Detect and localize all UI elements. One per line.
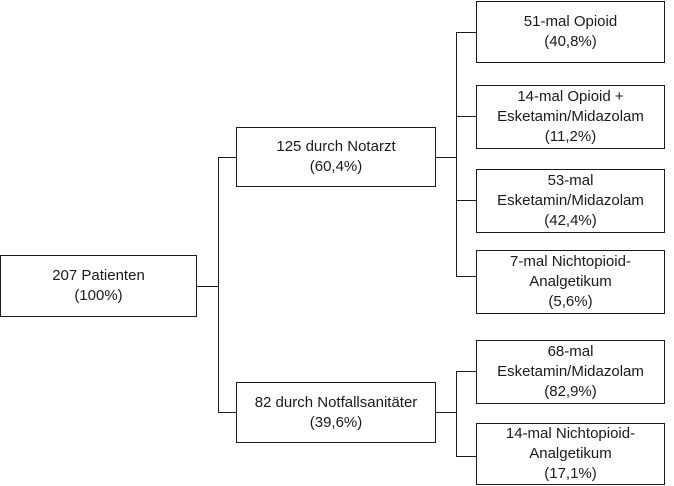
connector-notarzt-child-3 (456, 200, 476, 201)
root-node-percent: (100%) (74, 287, 123, 304)
child-line: (5,6%) (548, 293, 593, 310)
child-line: (82,9%) (544, 383, 597, 400)
connector-notarzt-child-4 (456, 276, 476, 277)
child-line: Analgetikum (529, 445, 612, 462)
sanitaeter-child-node: 68-mal Esketamin/Midazolam (82,9%) (476, 340, 665, 404)
child-line: 7-mal Nichtopioid- (510, 253, 631, 270)
connector-to-notarzt (218, 157, 236, 158)
child-line: Esketamin/Midazolam (497, 363, 644, 380)
notarzt-child-node: 7-mal Nichtopioid- Analgetikum (5,6%) (476, 250, 665, 314)
connector-root-stem (196, 286, 218, 287)
root-node-count: 207 Patienten (52, 267, 145, 284)
notarzt-node-count: 125 durch Notarzt (276, 138, 396, 155)
child-line: 51-mal Opioid (523, 13, 618, 30)
sanitaeter-node-percent: (39,6%) (309, 413, 363, 431)
child-line: (17,1%) (544, 465, 597, 482)
child-line: 68-mal (547, 343, 594, 360)
sanitaeter-node-count: 82 durch Notfallsanitäter (254, 393, 418, 411)
connector-to-sanitaeter (218, 412, 236, 413)
connector-root-trunk (218, 157, 219, 412)
sanitaeter-node: 82 durch Notfallsanitäter (39,6%) (236, 382, 436, 443)
connector-notarzt-stem (435, 157, 456, 158)
notarzt-node: 125 durch Notarzt (60,4%) (236, 127, 436, 187)
root-node: 207 Patienten (100%) (0, 255, 197, 317)
notarzt-child-node: 51-mal Opioid (40,8%) (476, 1, 665, 63)
notarzt-child-node: 14-mal Opioid + Esketamin/Midazolam (11,… (476, 85, 665, 149)
connector-sanitaeter-child-1 (456, 371, 476, 372)
notarzt-child-node: 53-mal Esketamin/Midazolam (42,4%) (476, 169, 665, 233)
connector-sanitaeter-child-2 (456, 456, 476, 457)
connector-notarzt-child-1 (456, 32, 476, 33)
child-line: 14-mal Opioid + (517, 88, 624, 105)
notarzt-node-percent: (60,4%) (309, 158, 363, 175)
child-line: Analgetikum (529, 273, 612, 290)
sanitaeter-child-node: 14-mal Nichtopioid- Analgetikum (17,1%) (476, 423, 665, 485)
child-line: Esketamin/Midazolam (497, 108, 644, 125)
child-line: (11,2%) (544, 128, 597, 145)
connector-notarzt-child-2 (456, 116, 476, 117)
child-line: (42,4%) (544, 212, 597, 229)
child-line: (40,8%) (544, 33, 597, 50)
child-line: 14-mal Nichtopioid- (505, 425, 636, 442)
connector-sanitaeter-stem (435, 412, 456, 413)
connector-sanitaeter-trunk (456, 371, 457, 456)
child-line: 53-mal (547, 172, 594, 189)
child-line: Esketamin/Midazolam (497, 192, 644, 209)
connector-notarzt-trunk (456, 32, 457, 276)
